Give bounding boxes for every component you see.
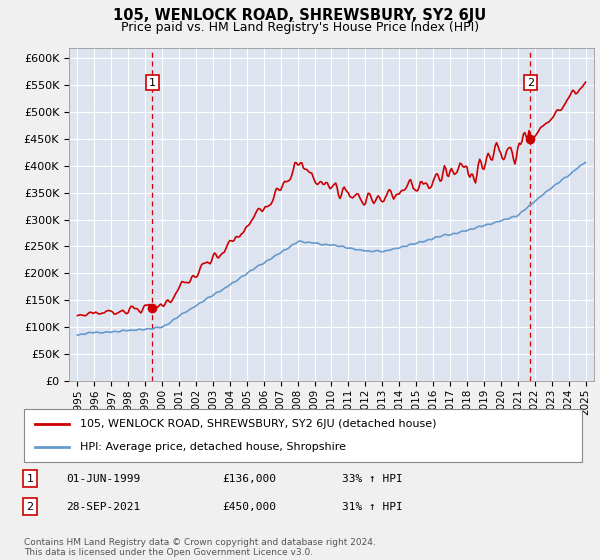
Text: Contains HM Land Registry data © Crown copyright and database right 2024.
This d: Contains HM Land Registry data © Crown c… <box>24 538 376 557</box>
Text: 1: 1 <box>149 78 156 87</box>
Text: 105, WENLOCK ROAD, SHREWSBURY, SY2 6JU: 105, WENLOCK ROAD, SHREWSBURY, SY2 6JU <box>113 8 487 24</box>
Text: £136,000: £136,000 <box>222 474 276 484</box>
FancyBboxPatch shape <box>24 409 582 462</box>
Text: 2: 2 <box>26 502 34 512</box>
Text: 01-JUN-1999: 01-JUN-1999 <box>66 474 140 484</box>
Text: £450,000: £450,000 <box>222 502 276 512</box>
Text: 28-SEP-2021: 28-SEP-2021 <box>66 502 140 512</box>
Text: 33% ↑ HPI: 33% ↑ HPI <box>342 474 403 484</box>
Text: 2: 2 <box>527 78 534 87</box>
Text: 1: 1 <box>26 474 34 484</box>
Text: Price paid vs. HM Land Registry's House Price Index (HPI): Price paid vs. HM Land Registry's House … <box>121 21 479 34</box>
Text: HPI: Average price, detached house, Shropshire: HPI: Average price, detached house, Shro… <box>80 442 346 452</box>
Text: 31% ↑ HPI: 31% ↑ HPI <box>342 502 403 512</box>
Text: 105, WENLOCK ROAD, SHREWSBURY, SY2 6JU (detached house): 105, WENLOCK ROAD, SHREWSBURY, SY2 6JU (… <box>80 419 436 429</box>
